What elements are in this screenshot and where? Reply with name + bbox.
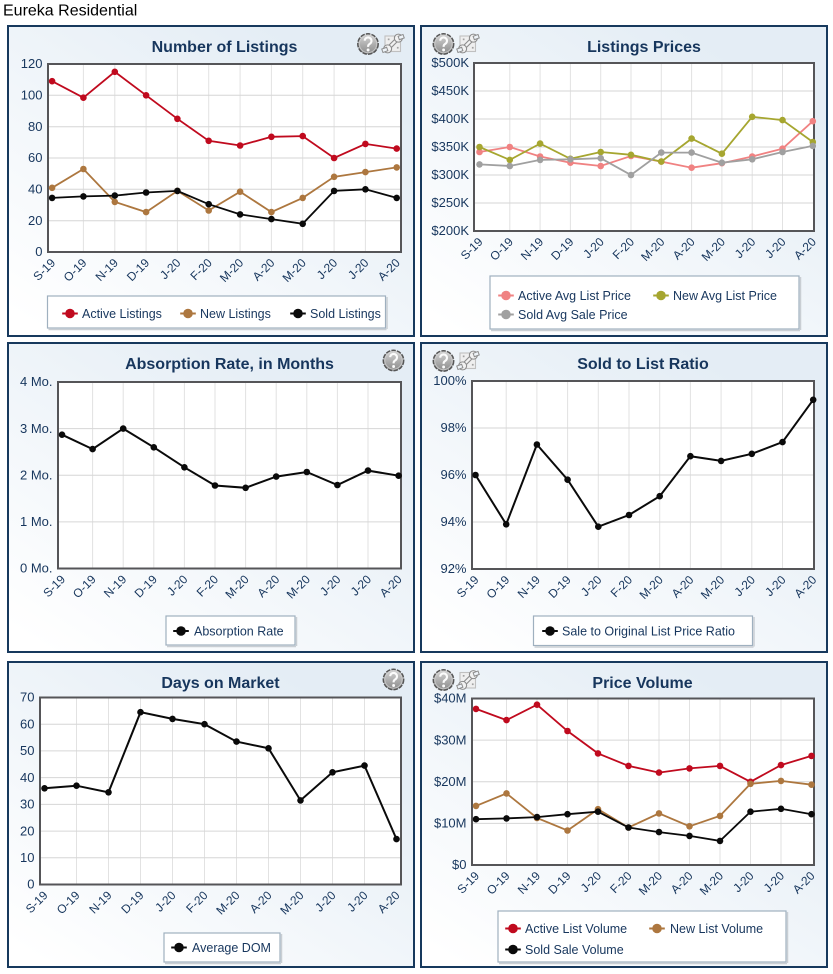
svg-text:$10M: $10M	[434, 816, 467, 831]
svg-text:$0: $0	[452, 857, 466, 872]
svg-text:0 Mo.: 0 Mo.	[20, 561, 53, 576]
svg-text:120: 120	[21, 56, 43, 71]
svg-text:40: 40	[20, 770, 34, 785]
svg-text:New List Volume: New List Volume	[670, 922, 763, 936]
svg-text:$350K: $350K	[431, 139, 469, 154]
svg-text:20: 20	[20, 823, 34, 838]
svg-text:1 Mo.: 1 Mo.	[20, 514, 53, 529]
svg-text:100%: 100%	[433, 373, 467, 388]
svg-text:Average DOM: Average DOM	[192, 941, 271, 955]
svg-text:10: 10	[20, 850, 34, 865]
svg-text:$300K: $300K	[431, 167, 469, 182]
svg-text:Absorption Rate: Absorption Rate	[194, 624, 284, 638]
svg-text:80: 80	[28, 119, 42, 134]
svg-text:Number of Listings: Number of Listings	[152, 39, 298, 56]
svg-text:30: 30	[20, 797, 34, 812]
svg-text:2 Mo.: 2 Mo.	[20, 467, 53, 482]
svg-text:$400K: $400K	[431, 111, 469, 126]
svg-text:$30M: $30M	[434, 732, 467, 747]
svg-text:0: 0	[35, 244, 42, 259]
svg-text:Absorption Rate, in Months: Absorption Rate, in Months	[125, 356, 334, 373]
svg-text:$500K: $500K	[431, 55, 469, 70]
svg-text:100: 100	[21, 88, 43, 103]
svg-text:20: 20	[28, 213, 42, 228]
svg-text:Sale to Original List Price Ra: Sale to Original List Price Ratio	[562, 624, 735, 638]
svg-text:50: 50	[20, 743, 34, 758]
svg-text:Active Avg List Price: Active Avg List Price	[518, 289, 631, 303]
svg-text:$200K: $200K	[431, 223, 469, 238]
svg-text:Sold Avg Sale Price: Sold Avg Sale Price	[518, 308, 628, 322]
svg-text:60: 60	[28, 150, 42, 165]
svg-text:96%: 96%	[440, 467, 466, 482]
svg-text:60: 60	[20, 716, 34, 731]
svg-text:4 Mo.: 4 Mo.	[20, 374, 53, 389]
svg-text:$450K: $450K	[431, 83, 469, 98]
svg-text:3 Mo.: 3 Mo.	[20, 421, 53, 436]
svg-text:Days on Market: Days on Market	[161, 675, 280, 692]
svg-text:Price Volume: Price Volume	[592, 675, 692, 692]
svg-text:New Listings: New Listings	[200, 307, 271, 321]
svg-text:Sold Listings: Sold Listings	[310, 307, 381, 321]
svg-text:Eureka Residential: Eureka Residential	[3, 3, 137, 20]
svg-text:40: 40	[28, 182, 42, 197]
svg-text:$250K: $250K	[431, 195, 469, 210]
svg-text:Sold to List Ratio: Sold to List Ratio	[577, 356, 709, 373]
svg-text:98%: 98%	[440, 420, 466, 435]
svg-text:Active Listings: Active Listings	[82, 307, 162, 321]
svg-text:Listings Prices: Listings Prices	[587, 39, 701, 56]
svg-text:70: 70	[20, 690, 34, 705]
svg-text:92%: 92%	[440, 561, 466, 576]
svg-text:94%: 94%	[440, 514, 466, 529]
svg-text:$20M: $20M	[434, 774, 467, 789]
svg-text:Sold Sale Volume: Sold Sale Volume	[525, 943, 624, 957]
svg-text:0: 0	[27, 877, 34, 892]
svg-text:$40M: $40M	[434, 691, 467, 706]
svg-text:New Avg List Price: New Avg List Price	[673, 289, 777, 303]
svg-text:Active List Volume: Active List Volume	[525, 922, 627, 936]
